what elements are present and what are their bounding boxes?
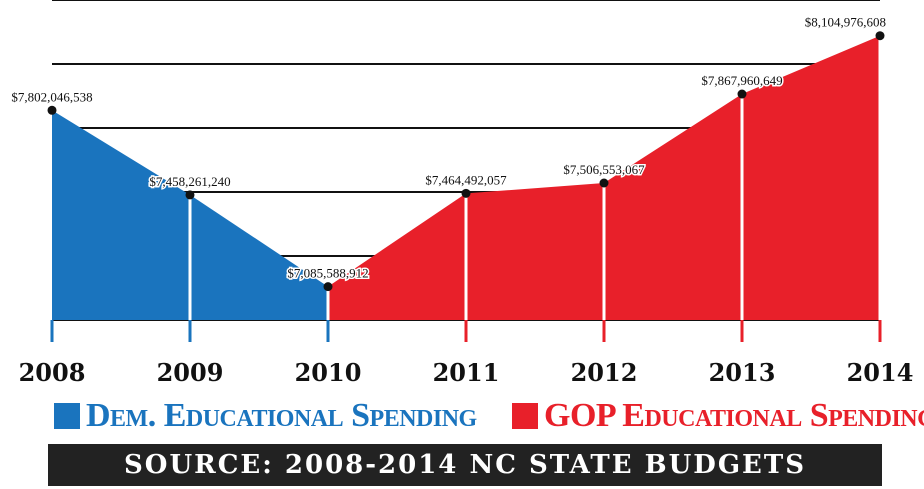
data-point [462, 189, 471, 198]
value-label: $7,867,960,649 [701, 73, 782, 88]
x-tick-label: 2012 [571, 358, 638, 387]
x-tick-label: 2011 [433, 358, 500, 387]
x-tick-label: 2010 [295, 358, 362, 387]
data-point [738, 90, 747, 99]
legend-dem-label: Dem. Educational Spending [86, 397, 477, 435]
spending-area-chart: $7,802,046,538 2008 $7,458,261,240 2009 $7,0… [0, 0, 924, 392]
value-label: $7,802,046,538 [11, 89, 92, 104]
value-label: $8,104,976,608 [805, 15, 886, 30]
value-label: $7,085,588,912 [287, 266, 368, 281]
data-point [876, 31, 885, 40]
value-label: $7,506,553,067 [563, 162, 645, 177]
legend-gop-label: GOP Educational Spending [544, 397, 924, 435]
x-tick-label: 2008 [19, 358, 86, 387]
data-point [186, 190, 195, 199]
data-point [48, 106, 57, 115]
source-bar: SOURCE: 2008-2014 NC STATE BUDGETS [48, 444, 882, 486]
legend-gop: GOP Educational Spending [512, 393, 924, 439]
value-label: $7,458,261,240 [149, 174, 230, 189]
x-tick-label: 2014 [847, 358, 914, 387]
data-point [600, 179, 609, 188]
legend-gop-swatch [512, 403, 538, 429]
source-text: SOURCE: 2008-2014 NC STATE BUDGETS [124, 450, 806, 480]
legend-dem-swatch [54, 403, 80, 429]
x-tick-label: 2009 [157, 358, 224, 387]
x-tick-label: 2013 [709, 358, 776, 387]
value-label: $7,464,492,057 [425, 172, 507, 187]
legend-dem: Dem. Educational Spending [54, 393, 477, 439]
data-point [324, 282, 333, 291]
